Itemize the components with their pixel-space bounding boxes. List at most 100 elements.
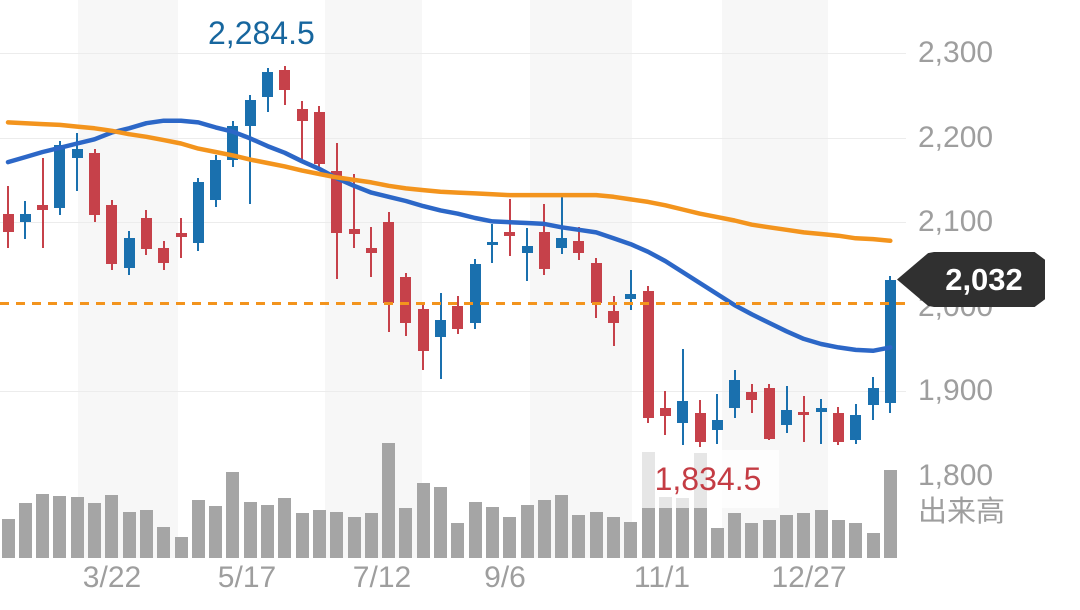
x-axis-label: 3/22 bbox=[82, 561, 142, 594]
candle-body bbox=[504, 232, 516, 236]
candle-body bbox=[798, 411, 810, 416]
candle-body bbox=[884, 279, 896, 404]
volume-bar bbox=[399, 508, 413, 558]
candle-body bbox=[556, 238, 568, 248]
candle-wick bbox=[180, 218, 182, 258]
candle-body bbox=[746, 392, 758, 400]
candle-body bbox=[729, 380, 741, 409]
x-axis-label: 9/6 bbox=[484, 561, 526, 594]
volume-bar bbox=[347, 517, 361, 558]
candle-body bbox=[123, 238, 135, 268]
volume-bar bbox=[537, 500, 551, 558]
candle-body bbox=[71, 148, 83, 158]
period-high-label: 2,284.5 bbox=[204, 16, 319, 50]
volume-bar bbox=[451, 523, 465, 558]
volume-bar bbox=[745, 523, 759, 558]
candle-body bbox=[486, 241, 498, 246]
volume-axis-label: 出来高 bbox=[918, 496, 1006, 528]
volume-bar bbox=[1, 519, 15, 558]
volume-bar bbox=[849, 523, 863, 558]
gridline bbox=[0, 391, 906, 392]
candle-wick bbox=[526, 228, 528, 282]
volume-bar bbox=[503, 517, 517, 558]
candle-wick bbox=[716, 393, 719, 444]
gridline bbox=[0, 222, 906, 223]
previous-close-dashed-line bbox=[0, 302, 906, 305]
candle-body bbox=[296, 108, 308, 121]
x-axis-label: 7/12 bbox=[352, 561, 412, 594]
candle-body bbox=[2, 213, 14, 233]
candle-body bbox=[175, 233, 187, 238]
volume-bar bbox=[762, 520, 776, 558]
candle-body bbox=[677, 400, 689, 424]
volume-bar bbox=[105, 495, 119, 558]
volume-bar bbox=[416, 483, 430, 558]
volume-bar bbox=[382, 443, 396, 558]
candle-body bbox=[365, 247, 377, 253]
candle-body bbox=[815, 408, 827, 412]
candle-body bbox=[590, 262, 602, 303]
candle-body bbox=[244, 100, 256, 126]
volume-bar bbox=[555, 495, 569, 558]
x-axis-label: 12/27 bbox=[771, 561, 847, 594]
current-price-badge: 2,032 bbox=[897, 252, 1045, 307]
volume-bar bbox=[676, 498, 690, 558]
candle-wick bbox=[41, 157, 44, 248]
candle-body bbox=[106, 205, 118, 264]
volume-bar bbox=[710, 528, 724, 558]
volume-bar bbox=[780, 515, 793, 558]
volume-bar bbox=[174, 537, 188, 558]
gridline bbox=[0, 53, 906, 54]
candle-wick bbox=[820, 399, 823, 444]
candle-body bbox=[608, 311, 619, 323]
candle-body bbox=[538, 232, 550, 269]
volume-bar bbox=[88, 503, 101, 558]
candle-body bbox=[642, 290, 654, 418]
volume-bar bbox=[122, 512, 136, 558]
candle-body bbox=[140, 218, 152, 249]
volume-bar bbox=[278, 498, 292, 558]
candle-wick bbox=[681, 349, 684, 446]
volume-bar bbox=[520, 505, 534, 558]
candle-body bbox=[435, 320, 446, 338]
volume-bar bbox=[209, 506, 223, 558]
volume-bar bbox=[797, 513, 811, 558]
candle-body bbox=[400, 277, 412, 323]
gridline bbox=[0, 138, 906, 139]
candle-body bbox=[227, 125, 239, 161]
candle-body bbox=[262, 71, 273, 97]
volume-bar bbox=[191, 500, 205, 558]
candle-wick bbox=[802, 395, 805, 443]
candle-body bbox=[521, 245, 533, 253]
candle-body bbox=[54, 145, 66, 208]
volume-bar bbox=[330, 512, 344, 558]
volume-bar bbox=[364, 513, 378, 558]
volume-bar bbox=[831, 520, 845, 558]
volume-bar bbox=[18, 503, 32, 558]
chart-plot-area[interactable] bbox=[0, 0, 908, 610]
candle-body bbox=[659, 408, 671, 416]
y-axis-label: 1,900 bbox=[918, 374, 994, 407]
volume-bar bbox=[728, 513, 742, 558]
volume-bar bbox=[70, 497, 84, 558]
candle-body bbox=[19, 213, 31, 223]
volume-bar bbox=[243, 502, 257, 558]
volume-bar bbox=[295, 513, 309, 558]
candle-body bbox=[850, 415, 862, 441]
candle-body bbox=[781, 410, 792, 426]
y-axis-label: 1,800 bbox=[918, 459, 994, 492]
volume-bar bbox=[814, 510, 828, 558]
month-band bbox=[530, 0, 632, 558]
volume-bar bbox=[658, 497, 672, 558]
candle-body bbox=[417, 308, 429, 351]
volume-bar bbox=[312, 510, 326, 558]
candle-body bbox=[625, 294, 637, 300]
volume-bar bbox=[139, 510, 153, 558]
candle-body bbox=[832, 412, 844, 443]
volume-bar bbox=[53, 496, 67, 558]
candle-body bbox=[383, 222, 395, 304]
volume-bar bbox=[468, 502, 482, 558]
candle-wick bbox=[508, 198, 511, 256]
volume-bar bbox=[589, 512, 603, 558]
